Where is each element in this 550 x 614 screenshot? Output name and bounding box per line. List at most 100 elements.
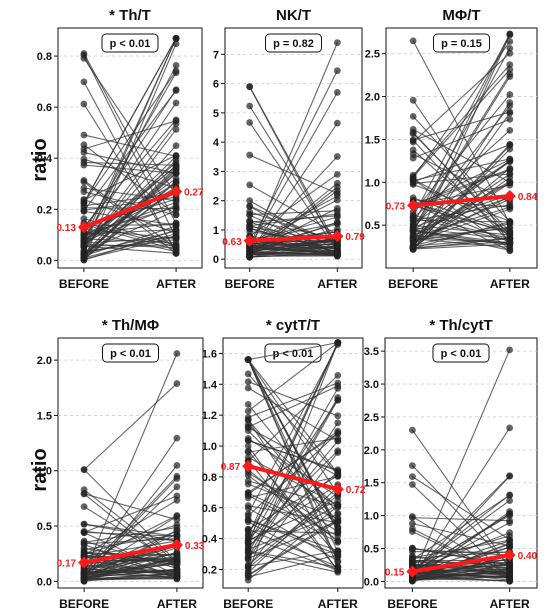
p-value-label: p = 0.15: [441, 38, 482, 50]
after-point: [173, 549, 181, 557]
subject-line: [83, 123, 177, 247]
subject-line: [412, 535, 510, 565]
before-point: [409, 243, 417, 251]
subject-line: [412, 149, 511, 238]
before-point: [80, 538, 88, 546]
mean-before-label: 0.17: [57, 559, 77, 570]
mean-line: [247, 464, 339, 492]
subject-line: [247, 456, 339, 506]
panel-3: 0.5 1.0 1.5 2.0 2.5 MΦ/T p = 0.15 BEFORE AFTER 0.…: [365, 7, 538, 291]
subject-line: [248, 382, 338, 418]
subject-line: [412, 161, 511, 231]
after-point: [333, 67, 341, 75]
subject-line: [249, 195, 338, 245]
y-tick-label: 2.0: [364, 445, 379, 457]
before-point: [244, 572, 252, 580]
after-point: [506, 542, 514, 550]
p-value-box: [432, 343, 490, 363]
subject-line: [249, 215, 338, 223]
before-point: [80, 184, 88, 192]
before-point: [246, 222, 254, 230]
y-tick-label: 0.0: [364, 576, 379, 588]
mean-after-marker: [503, 549, 516, 562]
after-point: [334, 509, 342, 517]
y-tick-label: 2.5: [365, 49, 380, 61]
y-tick-label: 1.5: [37, 410, 52, 422]
subject-line: [412, 144, 511, 183]
panel-title: * Th/cytT: [429, 317, 492, 334]
plot-frame: [384, 337, 538, 589]
panel-title: * Th/T: [109, 7, 151, 24]
after-point: [333, 249, 341, 257]
after-point: [506, 115, 514, 123]
before-point: [244, 494, 252, 502]
panel-5: 0.2 0.4 0.6 0.8 1.0 1.2 1.4 1.6 * cytT/T p < 0.01…: [202, 317, 366, 611]
after-point: [333, 192, 341, 200]
subject-line: [83, 102, 177, 239]
subject-line: [83, 65, 177, 243]
after-point: [506, 179, 514, 187]
subject-line: [412, 64, 511, 176]
p-value-box: [102, 343, 159, 363]
after-point: [506, 31, 514, 39]
p-value-label: p = 0.82: [273, 38, 314, 50]
before-point: [246, 181, 254, 189]
subject-line: [412, 182, 511, 238]
subject-line: [249, 156, 338, 251]
after-point: [333, 153, 341, 160]
panel-2: 0 1 2 3 4 5 6 7 NK/T p = 0.82 BEFORE AFTER 0.63 0.79: [213, 7, 365, 291]
x-tick-label: AFTER: [490, 277, 530, 291]
subject-line: [83, 353, 178, 575]
y-tick-label: 3.0: [364, 379, 379, 391]
y-tick-label: 0.4: [37, 153, 53, 165]
subject-line: [249, 173, 338, 237]
subject-line: [247, 397, 339, 554]
panel-4: 0.0 0.5 1.0 1.5 2.0 * Th/MΦ p < 0.01 BEFORE AFTE…: [37, 317, 205, 611]
mean-line: [83, 189, 177, 230]
subject-line: [412, 69, 511, 178]
after-point: [333, 210, 341, 218]
before-point: [244, 538, 252, 546]
after-point: [333, 170, 341, 178]
after-point: [334, 504, 342, 511]
subject-line: [83, 545, 178, 571]
before-point: [244, 472, 252, 479]
mean-after-label: 0.84: [518, 192, 538, 203]
subject-line: [83, 54, 177, 238]
after-point: [334, 419, 342, 427]
after-point: [506, 245, 514, 253]
subject-line: [84, 526, 177, 543]
after-point: [334, 372, 342, 379]
mean-before-label: 0.73: [386, 201, 406, 212]
before-point: [408, 426, 416, 434]
subject-line: [83, 209, 177, 253]
after-point: [506, 66, 514, 73]
x-tick-label: BEFORE: [59, 597, 109, 611]
before-point: [244, 442, 252, 450]
before-point: [408, 557, 416, 565]
after-point: [334, 472, 342, 480]
after-point: [172, 242, 180, 249]
subject-line: [412, 572, 510, 579]
panel-title: MΦ/T: [442, 7, 480, 24]
subject-line: [247, 492, 339, 566]
before-point: [80, 161, 88, 169]
after-point: [173, 434, 181, 442]
before-point: [409, 175, 417, 183]
subject-line: [249, 199, 338, 246]
before-point: [408, 576, 416, 584]
subject-line: [247, 385, 339, 428]
after-point: [173, 350, 181, 357]
subject-line: [412, 181, 511, 236]
subject-line: [412, 168, 511, 205]
subject-line: [247, 387, 339, 442]
after-point: [506, 424, 514, 432]
subject-line: [413, 223, 510, 247]
subject-line: [84, 572, 177, 582]
subject-line: [249, 240, 338, 249]
y-tick-label: 1.0: [202, 441, 217, 453]
subject-line: [83, 161, 177, 166]
mean-line: [83, 542, 178, 565]
y-tick-label: 0.0: [37, 255, 52, 267]
after-point: [173, 462, 181, 469]
